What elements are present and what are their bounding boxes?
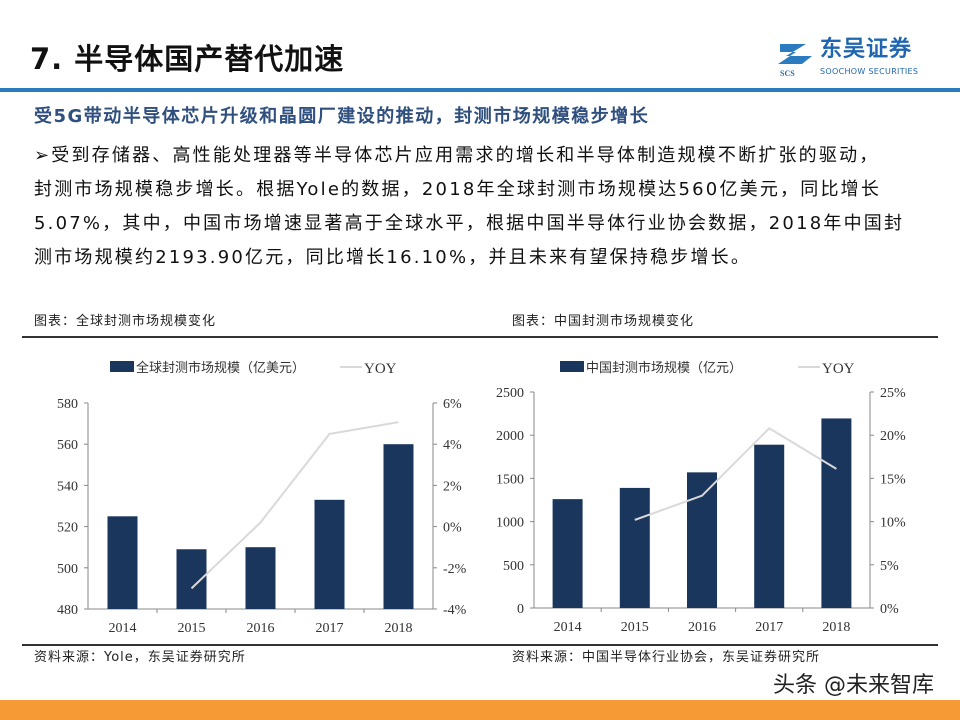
y-tick-label: 580 bbox=[57, 397, 78, 412]
caption-divider bbox=[22, 336, 938, 338]
y2-tick-label: 0% bbox=[880, 602, 899, 617]
y2-tick-label: 10% bbox=[880, 516, 906, 531]
x-tick-label: 2018 bbox=[822, 620, 850, 635]
y2-tick-label: 4% bbox=[443, 438, 462, 453]
y2-tick-label: -2% bbox=[443, 562, 467, 577]
bar-2014 bbox=[107, 516, 138, 609]
x-tick-label: 2014 bbox=[109, 621, 137, 636]
x-tick-label: 2015 bbox=[621, 620, 649, 635]
y-tick-label: 0 bbox=[517, 602, 524, 617]
y2-tick-label: 6% bbox=[443, 397, 462, 412]
logo-mark-text: SCS bbox=[780, 69, 795, 78]
y2-tick-label: 15% bbox=[880, 472, 906, 487]
paragraph-line: ➢受到存储器、高性能处理器等半导体芯片应用需求的增长和半导体制造规模不断扩张的驱… bbox=[34, 145, 880, 166]
page-title: 7. 半导体国产替代加速 bbox=[30, 42, 345, 76]
bar-2018 bbox=[383, 444, 414, 609]
y2-tick-label: 0% bbox=[443, 521, 462, 536]
bar-2017 bbox=[314, 499, 345, 609]
y-tick-label: 560 bbox=[57, 438, 78, 453]
y-tick-label: 2000 bbox=[496, 429, 524, 444]
global-market-chart: 全球封测市场规模（亿美元） YOY 480 500 520 540 560 580 -4% -2%… bbox=[57, 360, 467, 636]
source-divider bbox=[22, 644, 938, 646]
legend-bar-label: 全球封测市场规模（亿美元） bbox=[136, 360, 305, 375]
header-divider bbox=[0, 88, 960, 92]
figure-caption-global: 图表：全球封测市场规模变化 bbox=[34, 314, 217, 329]
yoy-line bbox=[190, 421, 399, 590]
bar-2014 bbox=[552, 499, 583, 608]
x-tick-label: 2016 bbox=[688, 620, 716, 635]
y-tick-label: 480 bbox=[57, 603, 78, 618]
logo-name-cn: 东吴证券 bbox=[820, 37, 913, 62]
y-tick-label: 540 bbox=[57, 479, 78, 494]
footer-bar bbox=[0, 700, 960, 720]
company-logo: SCS bbox=[776, 42, 816, 78]
watermark: 头条 @未来智库 bbox=[773, 673, 934, 698]
legend-line-label: YOY bbox=[822, 361, 855, 377]
y2-tick-label: -4% bbox=[443, 603, 467, 618]
bar-2018 bbox=[821, 418, 852, 608]
y2-tick-label: 2% bbox=[443, 479, 462, 494]
paragraph-line: 5.07%，其中，中国市场增速显著高于全球水平，根据中国半导体行业协会数据，20… bbox=[34, 213, 905, 234]
y2-tick-label: 25% bbox=[880, 386, 906, 401]
logo-name-en: SOOCHOW SECURITIES bbox=[820, 67, 919, 76]
figure-caption-china: 图表：中国封测市场规模变化 bbox=[512, 314, 695, 329]
legend-line-label: YOY bbox=[364, 361, 397, 377]
yoy-line bbox=[634, 427, 837, 521]
y-tick-label: 2500 bbox=[496, 386, 524, 401]
y2-tick-label: 20% bbox=[880, 429, 906, 444]
x-tick-label: 2017 bbox=[755, 620, 783, 635]
x-tick-label: 2018 bbox=[385, 621, 413, 636]
china-market-chart: 中国封测市场规模（亿元） YOY 0 500 1000 1500 2000 2500 0% 5% 1… bbox=[496, 360, 906, 635]
section-subheading: 受5G带动半导体芯片升级和晶圆厂建设的推动，封测市场规模稳步增长 bbox=[34, 106, 650, 127]
y-tick-label: 1000 bbox=[496, 516, 524, 531]
source-note-global: 资料来源：Yole，东吴证券研究所 bbox=[34, 650, 246, 665]
x-tick-label: 2014 bbox=[554, 620, 582, 635]
legend-bar-label: 中国封测市场规模（亿元） bbox=[586, 360, 742, 375]
bar-2016 bbox=[687, 472, 717, 608]
x-tick-label: 2016 bbox=[247, 621, 275, 636]
y-tick-label: 1500 bbox=[496, 472, 524, 487]
legend-bar-swatch bbox=[110, 361, 134, 372]
x-tick-label: 2017 bbox=[316, 621, 344, 636]
legend-bar-swatch bbox=[560, 361, 584, 372]
y2-tick-label: 5% bbox=[880, 559, 899, 574]
bar-2017 bbox=[754, 444, 785, 608]
y-tick-label: 500 bbox=[57, 562, 78, 577]
scs-logo-icon: SCS bbox=[778, 44, 812, 78]
paragraph-line: 封测市场规模稳步增长。根据Yole的数据，2018年全球封测市场规模达560亿美… bbox=[34, 179, 882, 200]
x-tick-label: 2015 bbox=[178, 621, 206, 636]
y-tick-label: 500 bbox=[503, 559, 524, 574]
y-tick-label: 520 bbox=[57, 521, 78, 536]
source-note-china: 资料来源：中国半导体行业协会，东吴证券研究所 bbox=[512, 650, 821, 665]
paragraph-line: 测市场规模约2193.90亿元，同比增长16.10%，并且未来有望保持稳步增长。 bbox=[34, 247, 752, 268]
bar-2015 bbox=[619, 487, 650, 608]
bar-2016 bbox=[245, 547, 276, 609]
